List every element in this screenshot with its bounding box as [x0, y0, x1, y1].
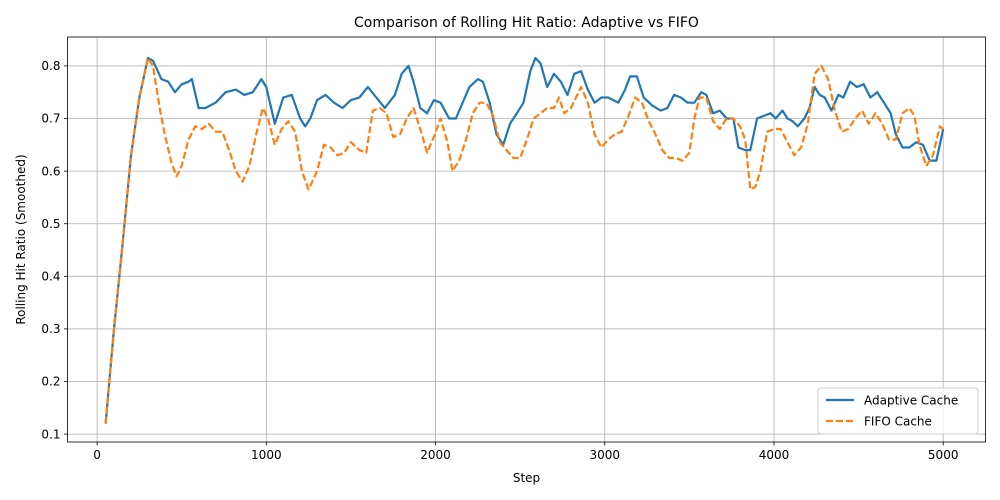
- series-line-fifo-cache: [104, 56, 944, 424]
- legend-label-fifo: FIFO Cache: [864, 415, 932, 429]
- x-tick-label: 5000: [928, 448, 959, 462]
- x-tick-label: 0: [93, 448, 101, 462]
- y-tick-label: 0.8: [41, 59, 60, 73]
- series-layer: [104, 56, 945, 424]
- grid: [67, 37, 986, 442]
- y-axis: 0.1 0.2 0.3 0.4 0.5 0.6 0.7 0.8: [41, 59, 68, 441]
- x-axis: 0 1000 2000 3000 4000 5000: [93, 442, 958, 462]
- plot-frame: [67, 36, 986, 443]
- y-tick-label: 0.1: [41, 427, 60, 441]
- x-tick-label: 1000: [251, 448, 282, 462]
- y-tick-label: 0.4: [41, 270, 60, 284]
- x-tick-label: 4000: [759, 448, 790, 462]
- x-tick-label: 2000: [420, 448, 451, 462]
- x-axis-title: Step: [513, 471, 540, 485]
- y-tick-label: 0.3: [41, 322, 60, 336]
- y-tick-label: 0.5: [41, 217, 60, 231]
- y-tick-label: 0.7: [41, 112, 60, 126]
- series-line-adaptive-cache: [104, 56, 945, 424]
- y-tick-label: 0.2: [41, 375, 60, 389]
- chart-title: Comparison of Rolling Hit Ratio: Adaptiv…: [354, 15, 699, 31]
- x-tick-label: 3000: [589, 448, 620, 462]
- legend-box: [817, 387, 979, 435]
- y-tick-label: 0.6: [41, 164, 60, 178]
- legend-label-adaptive: Adaptive Cache: [864, 394, 958, 408]
- legend: Adaptive Cache FIFO Cache: [817, 387, 979, 435]
- y-axis-title: Rolling Hit Ratio (Smoothed): [14, 154, 28, 324]
